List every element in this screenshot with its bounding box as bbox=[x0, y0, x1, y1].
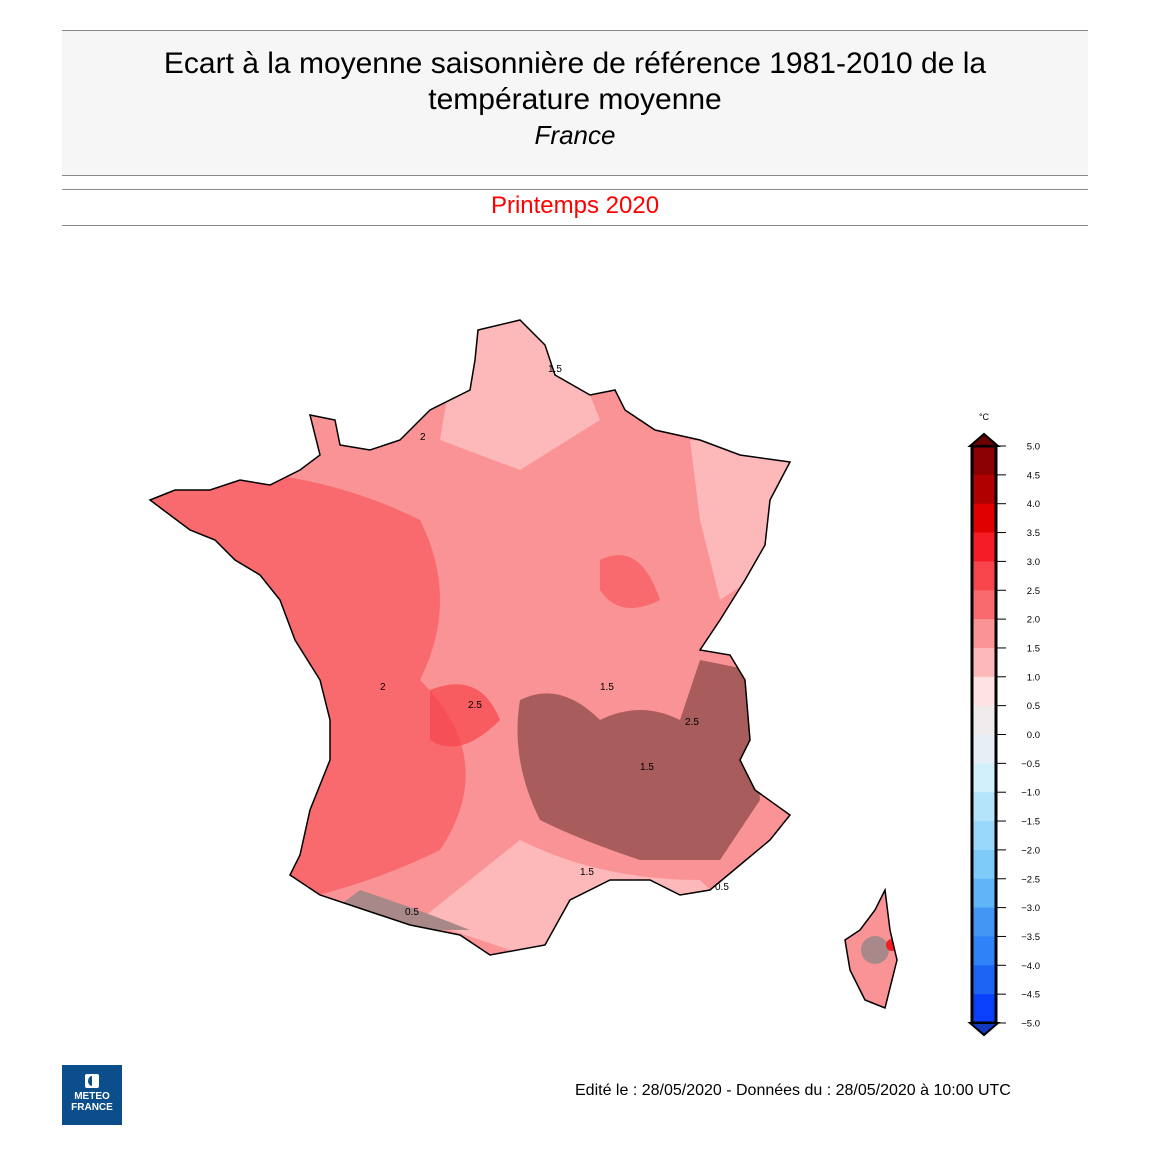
legend-arrow-down bbox=[967, 1022, 1001, 1037]
legend-swatch bbox=[972, 676, 996, 707]
legend-tick-label: 3.5 bbox=[1027, 528, 1040, 539]
legend-tick-label: −3.0 bbox=[1021, 903, 1040, 914]
legend-swatch bbox=[972, 907, 996, 937]
contour-label: 2.5 bbox=[468, 700, 482, 711]
legend-unit: °C bbox=[979, 412, 990, 422]
legend-arrow-up bbox=[967, 432, 1001, 447]
legend-tick-label: 2.5 bbox=[1027, 586, 1040, 597]
france-map bbox=[150, 320, 790, 955]
legend-swatch bbox=[972, 849, 996, 880]
legend-tick-label: −4.0 bbox=[1021, 961, 1040, 972]
corsica-map bbox=[845, 890, 897, 1008]
color-legend: °C 5.0 4.5 4.0 3.5 3.0 2.5 2.0 1.5 1.0 0.5 0.0 −0.5 −… bbox=[967, 412, 1040, 1037]
legend-swatch bbox=[972, 734, 996, 764]
legend-tick-label: 4.5 bbox=[1027, 470, 1040, 481]
contour-label: 1.5 bbox=[640, 762, 654, 773]
legend-tick-label: −4.5 bbox=[1021, 990, 1040, 1001]
legend-tick-label: −3.5 bbox=[1021, 932, 1040, 943]
legend-swatch bbox=[972, 561, 996, 591]
legend-tick-label: −2.0 bbox=[1021, 845, 1040, 856]
legend-tick-label: 3.0 bbox=[1027, 557, 1040, 568]
contour-label: 1.5 bbox=[580, 867, 594, 878]
legend-tick-label: 1.5 bbox=[1027, 643, 1040, 654]
legend-swatch bbox=[972, 705, 996, 735]
logo-line-2: FRANCE bbox=[71, 1102, 113, 1113]
legend-swatch bbox=[972, 532, 996, 562]
legend-tick-label: 1.0 bbox=[1027, 672, 1040, 683]
season-bar: Printemps 2020 bbox=[62, 189, 1088, 226]
contour-label: 2 bbox=[380, 682, 386, 693]
legend-tick-label: −1.0 bbox=[1021, 788, 1040, 799]
contour-label: 0.5 bbox=[715, 882, 729, 893]
logo-icon bbox=[85, 1074, 99, 1088]
legend-swatch bbox=[972, 821, 996, 851]
logo-line-1: METEO bbox=[74, 1091, 110, 1102]
legend-swatch bbox=[972, 647, 996, 678]
contour-label: 1.5 bbox=[600, 682, 614, 693]
title-line-1: Ecart à la moyenne saisonnière de référe… bbox=[163, 47, 987, 80]
legend-tick-label: −0.5 bbox=[1021, 759, 1040, 770]
legend-tick-label: −5.0 bbox=[1021, 1019, 1040, 1030]
legend-tick-label: 2.0 bbox=[1027, 615, 1040, 626]
legend-tick-label: 5.0 bbox=[1027, 442, 1040, 453]
legend-swatch bbox=[972, 763, 996, 793]
legend-swatch bbox=[972, 446, 996, 476]
map-subtitle: France bbox=[534, 120, 616, 150]
title-line-2: température moyenne bbox=[428, 83, 722, 116]
header: Ecart à la moyenne saisonnière de référe… bbox=[62, 30, 1088, 176]
contour-label: 2 bbox=[420, 432, 426, 443]
legend-tick-label: 4.0 bbox=[1027, 499, 1040, 510]
legend-tick-label: 0.0 bbox=[1027, 730, 1040, 741]
legend-swatch bbox=[972, 965, 996, 995]
contour-label: 0.5 bbox=[405, 907, 419, 918]
contour-labels: 1.5 2 2.5 1.5 2 1.5 0.5 1.5 2.5 0.5 bbox=[380, 364, 729, 918]
season-label: Printemps 2020 bbox=[490, 192, 660, 219]
legend-swatch bbox=[972, 878, 996, 909]
legend-swatch bbox=[972, 792, 996, 822]
legend-tick-label: 0.5 bbox=[1027, 701, 1040, 712]
meteo-france-logo: METEO FRANCE bbox=[62, 1065, 122, 1125]
legend-swatch bbox=[972, 474, 996, 505]
contour-label: 2.5 bbox=[685, 717, 699, 728]
contour-label: 1.5 bbox=[548, 364, 562, 375]
legend-swatch bbox=[972, 936, 996, 966]
legend-swatch bbox=[972, 994, 996, 1024]
edit-date-footer: Edité le : 28/05/2020 - Données du : 28/… bbox=[575, 1082, 1011, 1099]
map-title: Ecart à la moyenne saisonnière de référe… bbox=[62, 46, 1088, 118]
legend-swatch bbox=[972, 503, 996, 534]
legend-swatch bbox=[972, 619, 996, 649]
legend-tick-label: −1.5 bbox=[1021, 817, 1040, 828]
legend-swatch bbox=[972, 590, 996, 620]
legend-tick-label: −2.5 bbox=[1021, 874, 1040, 885]
